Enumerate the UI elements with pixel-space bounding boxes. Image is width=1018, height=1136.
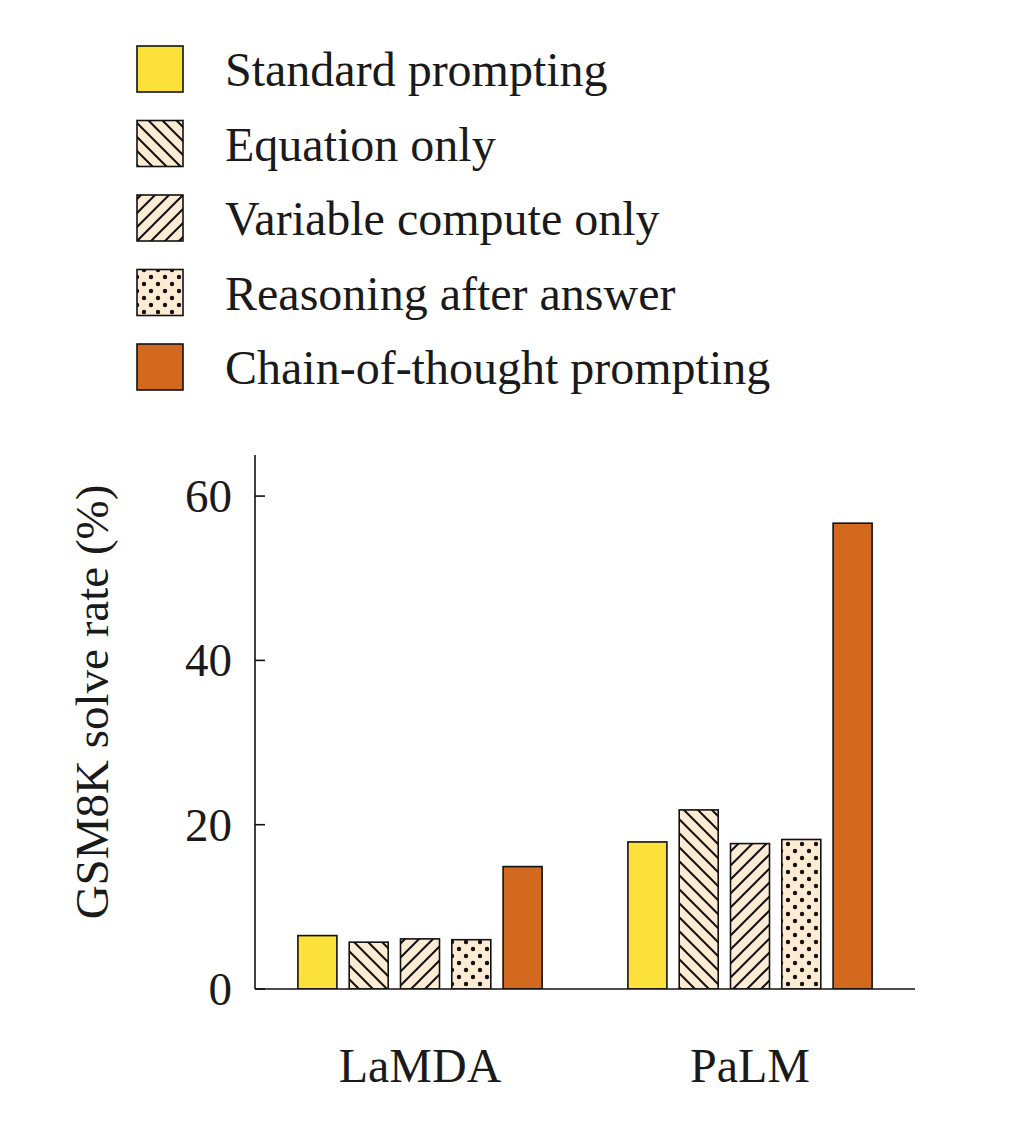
bar bbox=[349, 942, 388, 989]
legend: Standard prompting Equation only Variable … bbox=[137, 43, 770, 394]
y-tick bbox=[255, 824, 265, 826]
x-axis bbox=[255, 988, 915, 990]
bar bbox=[452, 940, 491, 989]
legend-label: Chain-of-thought prompting bbox=[225, 341, 770, 394]
bar bbox=[503, 867, 542, 989]
legend-label: Variable compute only bbox=[225, 192, 660, 245]
legend-swatch bbox=[137, 195, 183, 241]
y-tick-label: 0 bbox=[209, 963, 233, 1015]
legend-swatch bbox=[137, 344, 183, 390]
legend-label: Reasoning after answer bbox=[225, 267, 676, 320]
x-tick-label: LaMDA bbox=[339, 1039, 502, 1092]
bar bbox=[731, 844, 770, 989]
bar bbox=[401, 939, 440, 989]
bar bbox=[833, 523, 872, 989]
y-axis bbox=[254, 455, 256, 989]
legend-label: Standard prompting bbox=[225, 43, 608, 96]
bar bbox=[628, 842, 667, 989]
legend-swatch bbox=[137, 46, 183, 92]
bar bbox=[782, 839, 821, 989]
y-axis-label: GSM8K solve rate (%) bbox=[66, 485, 118, 920]
y-tick bbox=[255, 988, 265, 990]
y-tick bbox=[255, 660, 265, 662]
legend-swatch bbox=[137, 121, 183, 167]
chart: 0 20 40 60 LaMDA PaLM GSM8K solve rate (%) Stan… bbox=[0, 0, 1018, 1136]
legend-label: Equation only bbox=[225, 118, 496, 171]
y-tick bbox=[255, 495, 265, 497]
legend-swatch bbox=[137, 270, 183, 316]
y-tick-label: 20 bbox=[185, 799, 232, 851]
x-tick-label: PaLM bbox=[690, 1039, 810, 1092]
y-tick-label: 40 bbox=[185, 634, 232, 686]
bars bbox=[298, 523, 872, 989]
bar bbox=[298, 936, 337, 989]
y-tick-label: 60 bbox=[185, 470, 232, 522]
bar bbox=[679, 810, 718, 989]
